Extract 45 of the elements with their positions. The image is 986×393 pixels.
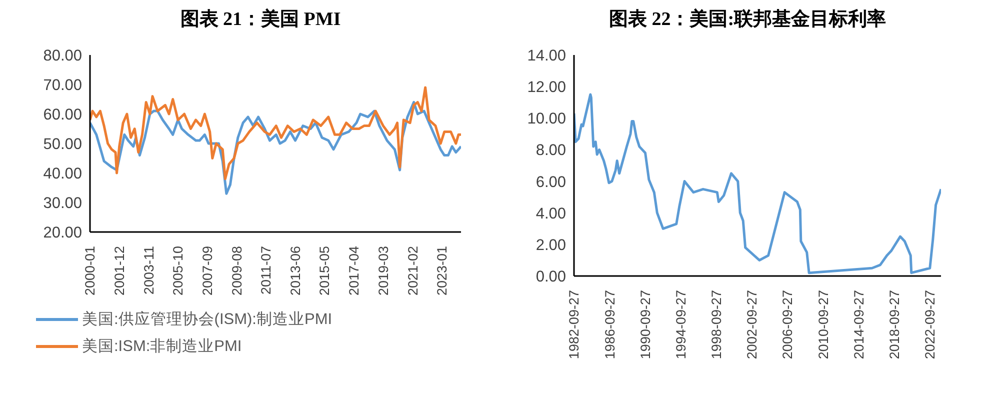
x-tick-label: 2022-09-27 bbox=[922, 290, 938, 360]
chart-title: 图表 22：美国:联邦基金目标利率 bbox=[608, 8, 888, 32]
x-tick-label: 2011-07 bbox=[258, 246, 274, 295]
y-tick-label: 14.00 bbox=[527, 48, 566, 65]
y-tick-label: 60.00 bbox=[43, 106, 82, 124]
x-tick-label: 2019-03 bbox=[376, 246, 391, 296]
y-tick-label: 8.00 bbox=[536, 142, 566, 160]
legend-label: 美国:ISM:非制造业PMI bbox=[82, 336, 242, 357]
y-tick-label: 10.00 bbox=[527, 110, 566, 128]
x-tick-label: 1994-09-27 bbox=[673, 290, 688, 360]
x-tick-label: 2000-01 bbox=[82, 246, 98, 296]
y-tick-label: 0.00 bbox=[536, 268, 566, 286]
x-tick-label: 2007-09 bbox=[200, 246, 216, 296]
y-tick-label: 80.00 bbox=[43, 48, 82, 65]
x-tick-label: 2014-09-27 bbox=[851, 290, 866, 360]
y-tick-label: 12.00 bbox=[527, 79, 566, 96]
chart-title: 图表 21：美国 PMI bbox=[179, 8, 342, 32]
x-tick-label: 2006-09-27 bbox=[780, 290, 796, 360]
x-tick-label: 2010-09-27 bbox=[816, 290, 831, 360]
x-tick-label: 1998-09-27 bbox=[709, 290, 724, 360]
line-series bbox=[574, 93, 941, 274]
x-tick-label: 2017-04 bbox=[346, 246, 362, 296]
x-tick-label: 2013-06 bbox=[288, 246, 303, 296]
y-tick-label: 30.00 bbox=[43, 195, 82, 212]
y-tick-label: 6.00 bbox=[536, 174, 566, 191]
y-tick-label: 40.00 bbox=[43, 166, 82, 183]
x-tick-label: 2005-10 bbox=[170, 246, 186, 296]
x-tick-label: 2021-02 bbox=[405, 246, 420, 296]
x-tick-label: 2003-11 bbox=[141, 246, 156, 295]
y-tick-label: 50.00 bbox=[43, 136, 82, 154]
x-tick-label: 2002-09-27 bbox=[744, 290, 760, 360]
x-tick-label: 1986-09-27 bbox=[602, 290, 618, 360]
x-tick-label: 2001-12 bbox=[112, 246, 128, 296]
legend-label: 美国:供应管理协会(ISM):制造业PMI bbox=[82, 310, 332, 330]
x-tick-label: 1990-09-27 bbox=[638, 290, 653, 360]
x-tick-label: 2023-01 bbox=[434, 246, 450, 296]
y-tick-label: 20.00 bbox=[43, 224, 82, 242]
line-series bbox=[90, 86, 461, 180]
x-tick-label: 1982-09-27 bbox=[566, 290, 582, 360]
y-tick-label: 70.00 bbox=[43, 77, 82, 94]
y-tick-label: 2.00 bbox=[536, 236, 566, 254]
x-tick-label: 2018-09-27 bbox=[886, 290, 902, 360]
y-tick-label: 4.00 bbox=[536, 205, 566, 222]
x-tick-label: 2015-05 bbox=[317, 246, 332, 296]
x-tick-label: 2009-08 bbox=[229, 246, 244, 296]
